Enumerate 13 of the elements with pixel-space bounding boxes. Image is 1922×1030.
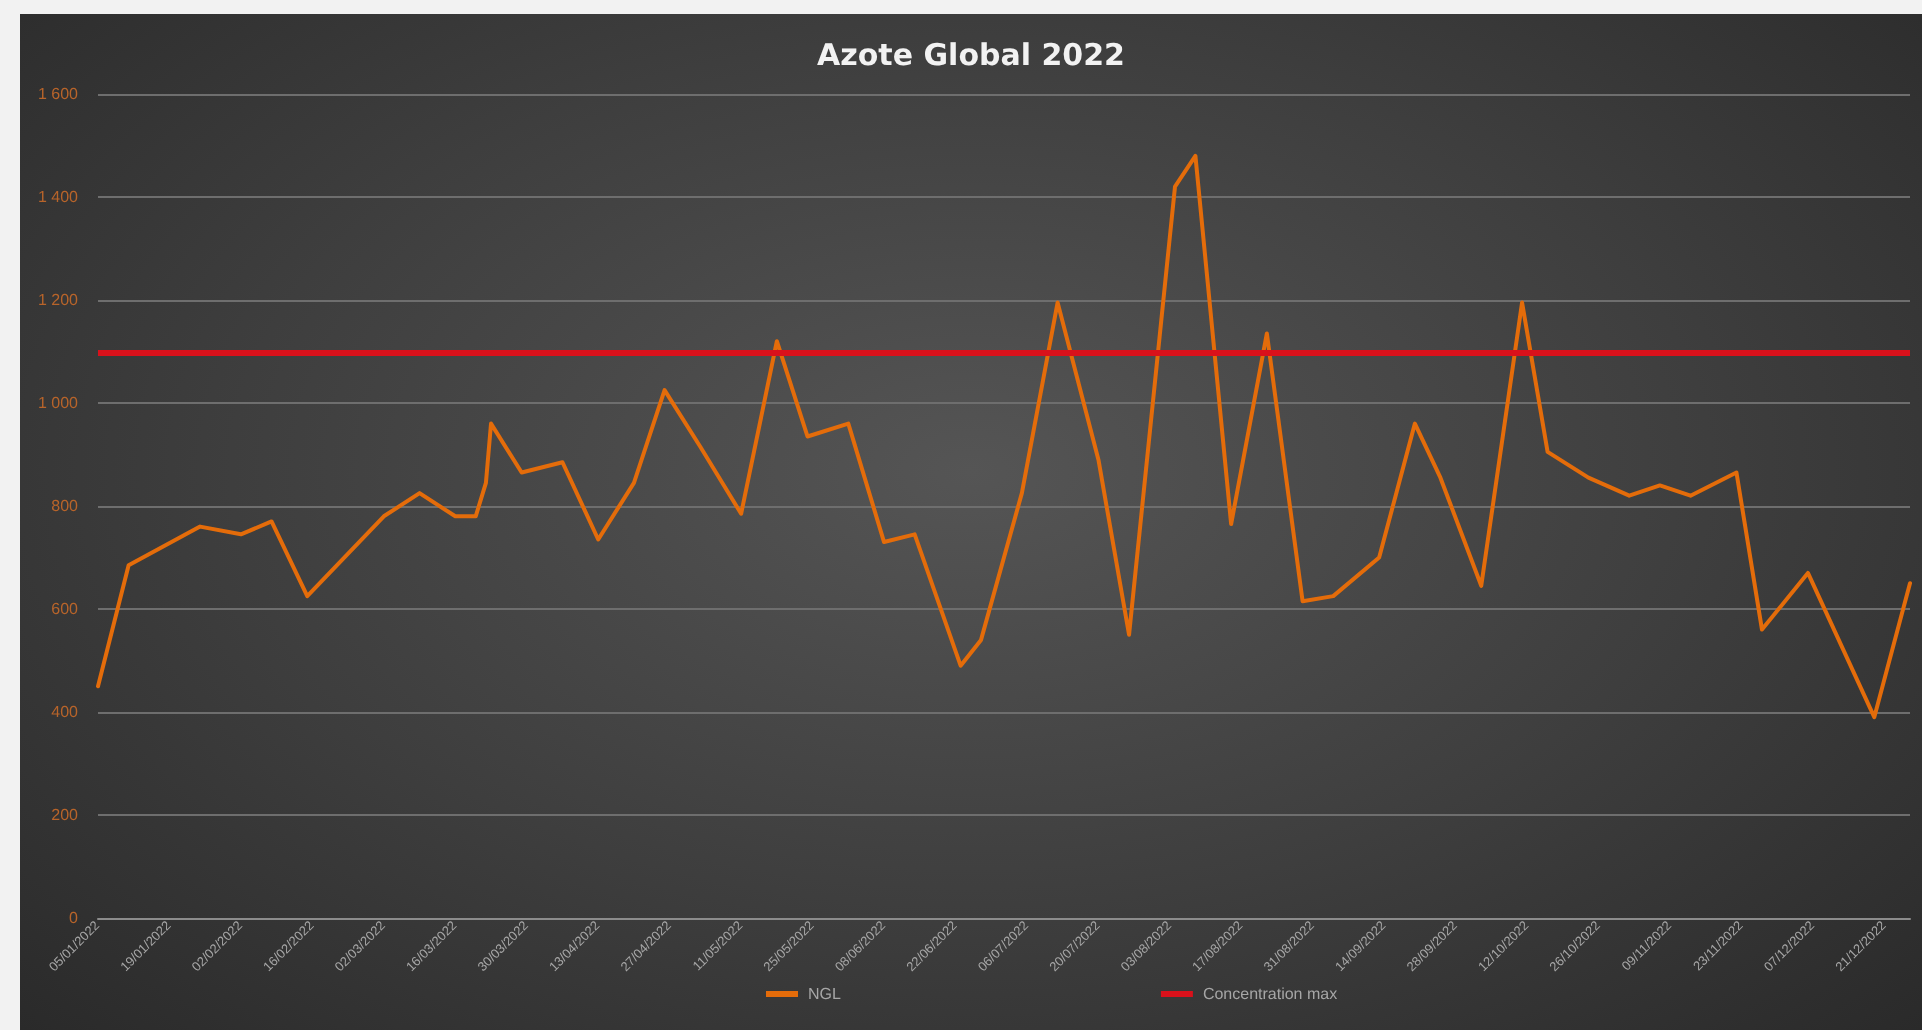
y-tick-label: 1 400 (37, 188, 80, 206)
legend-label: NGL (808, 985, 842, 1003)
chart-title: Azote Global 2022 (817, 37, 1125, 73)
y-tick-label: 600 (51, 600, 80, 618)
y-tick-label: 1 600 (37, 85, 80, 103)
y-tick-label: 400 (51, 703, 80, 721)
line-series (96, 153, 1912, 720)
y-tick-label: 0 (69, 909, 80, 927)
y-tick-label: 800 (51, 497, 80, 515)
y-tick-label: 1 000 (37, 394, 80, 412)
legend-label: Concentration max (1202, 985, 1338, 1003)
y-tick-label: 1 200 (37, 291, 80, 309)
y-tick-label: 200 (51, 806, 80, 824)
